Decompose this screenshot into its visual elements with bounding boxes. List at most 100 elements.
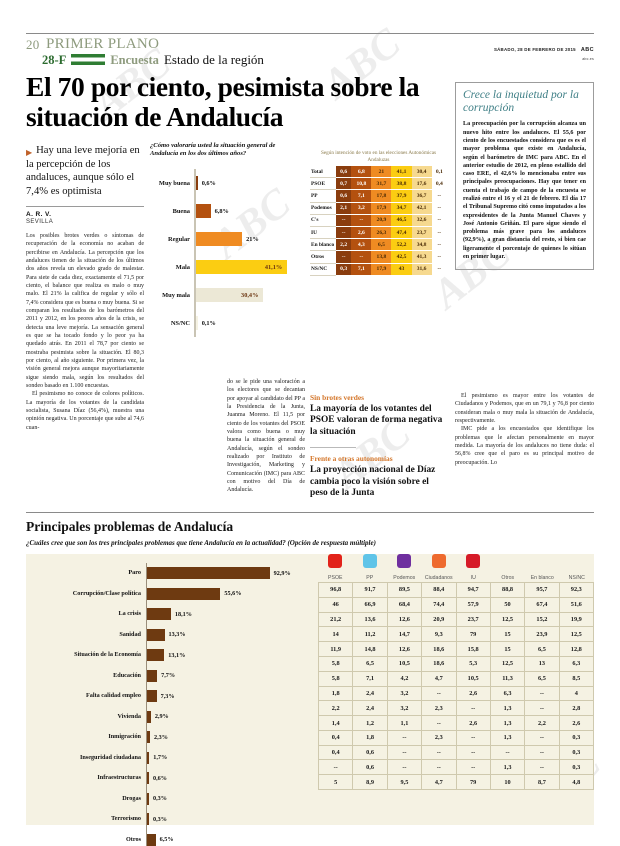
table-cell: --: [524, 729, 560, 746]
row-header: C's: [310, 214, 336, 227]
brand-website: abc.es: [582, 57, 594, 62]
table-cell: --: [431, 238, 447, 252]
table-cell: 20,9: [421, 611, 457, 628]
chart-bar-row: Sanidad 13,3%: [26, 624, 312, 646]
bar-value: 7,7%: [161, 672, 176, 680]
table-cell: 17,8: [371, 189, 392, 203]
teaser-item[interactable]: Sin brotes verdes La mayoría de los vota…: [310, 393, 445, 438]
table-cell: 47,4: [391, 226, 412, 240]
byline-city: SEVILLA: [26, 219, 54, 225]
chart-bar-row: Vivienda 2,9%: [26, 706, 312, 728]
table-cell: 43: [391, 263, 412, 276]
chart-bar-row: Corrupción/Clase política 55,6%: [26, 583, 312, 605]
table-cell: --: [431, 214, 447, 227]
chart-axis: [194, 197, 196, 226]
table-row: 2,2 2,4 3,2 2,3 -- 1,3 -- 2,8: [317, 700, 595, 717]
table-cell: 12,5: [558, 626, 595, 643]
table-cell: --: [431, 250, 447, 264]
party-label: NS/NC: [568, 575, 585, 582]
chart-bars: Muy buena 0,6% Buena 6,8% Regular 21% Mala 41,1…: [150, 169, 305, 338]
paragraph: El pesimismo es mayor entre los votantes…: [455, 393, 594, 424]
teaser-divider: [310, 447, 356, 449]
party-logo-row: PSOE PP Podemos Ciudadanos IU Otros En blanco N…: [318, 554, 594, 581]
table-cell: 11,3: [489, 670, 526, 687]
party-label: En blanco: [530, 575, 554, 582]
table-cell: 10: [489, 774, 526, 791]
table-row: 5,8 6,5 10,5 18,6 5,3 12,5 13 6,3: [317, 656, 595, 672]
table-cell: 23,7: [411, 226, 432, 240]
table-cell: 10,5: [386, 656, 423, 672]
bar-label: Terrorismo: [111, 815, 141, 823]
table-row: 5 8,9 9,5 4,7 79 10 8,7 4,8: [317, 774, 595, 791]
table-cell: 10,8: [351, 177, 372, 191]
table-cell: 67,4: [524, 596, 560, 613]
bar: [147, 608, 171, 621]
table-cell: --: [524, 700, 560, 717]
table-row: 1,4 1,2 1,1 -- 2,6 1,3 2,2 2,6: [317, 715, 595, 731]
bar-value: 6,8%: [214, 207, 229, 215]
table-cell: 12,8: [558, 641, 595, 657]
table-cell: --: [421, 685, 457, 702]
table-row: 21,2 13,6 12,6 20,9 23,7 12,5 15,2 19,9: [317, 611, 595, 628]
table-cell: 74,4: [421, 596, 457, 613]
kicker-28f: 28-F: [42, 53, 67, 67]
table-cell: 0,1: [431, 166, 447, 179]
table-cell: 21: [371, 166, 392, 179]
bar: [147, 731, 151, 744]
table-cell: 17,9: [371, 263, 392, 276]
row-header: Otros: [310, 250, 336, 264]
table-cell: 2,3: [421, 729, 457, 746]
table-cell: 0,4: [431, 177, 447, 191]
table-cell: 6,5: [352, 656, 388, 672]
chart-bar-row: La crisis 18,1%: [26, 604, 312, 625]
table-caption: Según intención de voto en las eleccione…: [320, 150, 437, 163]
bar-label: Drogas: [122, 794, 141, 802]
table-cell: 2,8: [558, 700, 595, 717]
table-cell: 32,6: [411, 214, 432, 227]
sidebar-box-corrupcion: Crece la inquietud por la corrupción La …: [455, 82, 594, 271]
table-cell: 31,6: [411, 263, 432, 276]
bar-label: Inmigración: [108, 733, 141, 741]
table-cell: 23,7: [455, 611, 491, 628]
teaser-text: La proyección nacional de Díaz cambia po…: [310, 465, 436, 499]
table-cell: 4,2: [386, 670, 423, 687]
table-cell: 68,4: [386, 596, 423, 613]
bar-value: 7,3%: [160, 692, 175, 700]
table-cell: 2,6: [558, 715, 595, 731]
publication-date: SÁBADO, 28 DE FEBRERO DE 2015: [493, 47, 576, 52]
party-column-header: PSOE: [318, 554, 353, 581]
table-cell: --: [317, 759, 354, 776]
table-cell: 0,6: [336, 166, 352, 179]
bar-value: 55,6%: [224, 590, 242, 598]
no-logo-icon: [570, 554, 584, 568]
party-label: Podemos: [393, 575, 416, 582]
bar-label: Muy mala: [162, 291, 190, 299]
table-cell: 42,1: [411, 202, 432, 215]
chart-axis: [146, 645, 147, 666]
table-cell: 79: [455, 626, 491, 643]
table-cell: 95,7: [524, 582, 560, 598]
table-cell: 11,9: [317, 641, 354, 657]
table-cell: 41,1: [391, 166, 412, 179]
bar-label: Infraestructuras: [97, 774, 141, 782]
party-label: IU: [470, 575, 476, 582]
bar-label: Falta calidad empleo: [86, 692, 141, 700]
bar: [147, 587, 221, 600]
party-column-header: Otros: [491, 554, 526, 581]
page-folio: 20: [26, 37, 40, 52]
article-column-1: Los posibles brotes verdes o síntomas de…: [26, 232, 144, 432]
teaser-item[interactable]: Frente a otras autonomías La proyección …: [310, 454, 445, 499]
table-row: 11,9 14,8 12,6 18,6 15,8 15 6,5 12,8: [317, 641, 595, 657]
table-cell: 2,4: [352, 700, 388, 717]
infographic-title: Principales problemas de Andalucía: [26, 519, 234, 534]
chart-axis: [146, 829, 147, 846]
table-cell: 15: [489, 641, 526, 657]
table-cell: 5,8: [317, 656, 354, 672]
table-cell: 34,8: [411, 238, 432, 252]
table-cell: --: [524, 759, 560, 776]
table-row: En blanco 2,2 4,3 6,5 52,2 34,8 --: [310, 238, 447, 252]
row-header: Podemos: [310, 202, 336, 215]
bar-label: La crisis: [118, 610, 141, 618]
data-table: Total 0,6 6,8 21 41,1 30,4 0,1 PSOE 0,7 10,8 31,7 3…: [310, 166, 447, 276]
chart-bar-row: Situación de la Economía 13,1%: [26, 645, 312, 666]
